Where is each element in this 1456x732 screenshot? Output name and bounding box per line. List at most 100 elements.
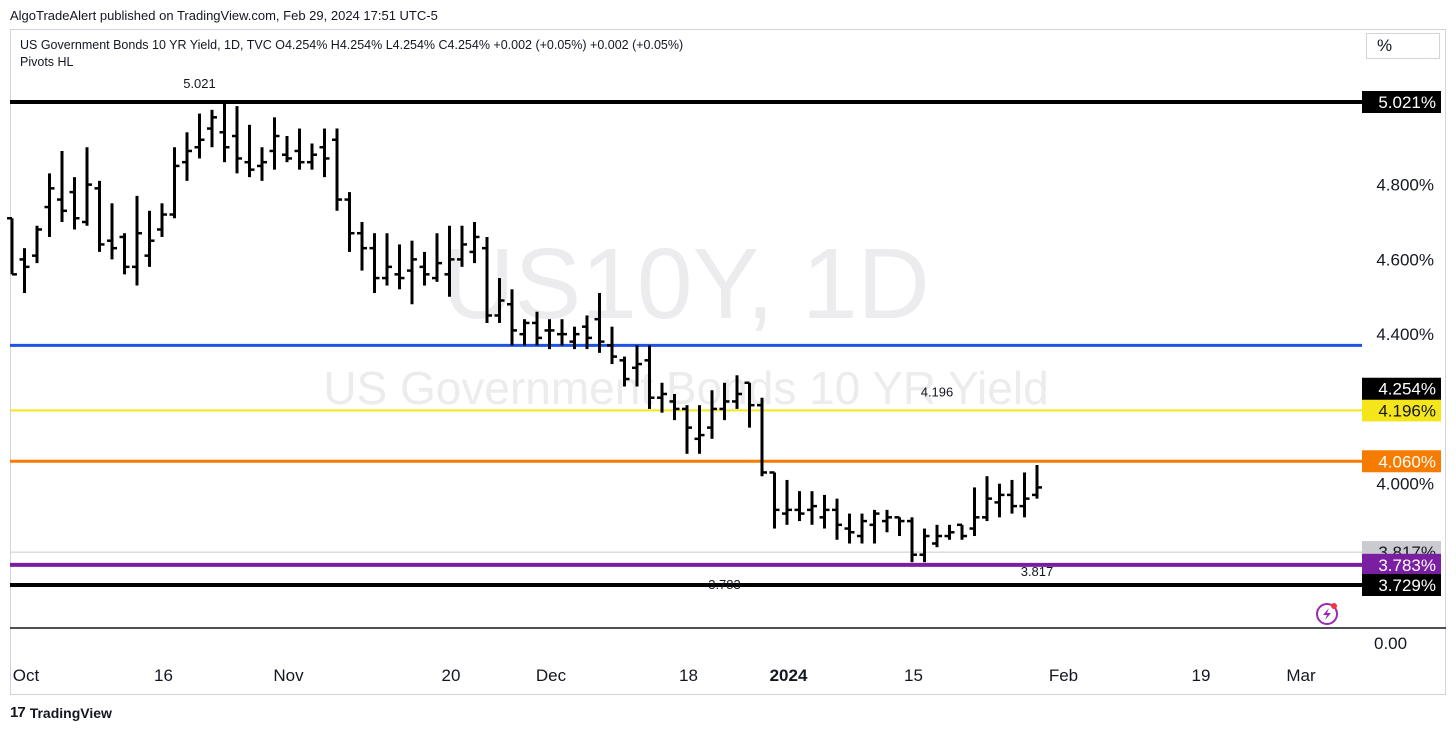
ohlc-bar	[794, 491, 805, 522]
y-tick-label: 4.400%	[1376, 325, 1434, 344]
ohlc-bar	[907, 517, 917, 563]
y-tick-label: 4.000%	[1376, 475, 1434, 494]
ohlc-bar	[94, 180, 105, 252]
ohlc-bar	[882, 509, 892, 533]
level-tag-box	[1362, 450, 1441, 473]
ohlc-bar	[869, 509, 880, 544]
x-tick-label: Dec	[536, 666, 567, 685]
level-tag-box	[1362, 399, 1441, 422]
x-tick-label: 19	[1192, 666, 1211, 685]
ohlc-bar	[144, 210, 155, 267]
ohlc-bar	[732, 375, 742, 409]
ohlc-bar	[257, 147, 267, 181]
ohlc-bar	[619, 356, 630, 387]
ohlc-bar	[482, 236, 492, 323]
ohlc-bar	[119, 233, 130, 275]
percent-scale-button[interactable]: %	[1366, 33, 1440, 59]
last-price-tag-box	[1362, 377, 1441, 400]
ohlc-bar	[132, 195, 142, 286]
x-tick-label: Feb	[1049, 666, 1078, 685]
ohlc-bar	[807, 491, 817, 525]
x-tick-label: Oct	[13, 666, 40, 685]
watermark-symbol: US10Y, 1D	[442, 228, 929, 340]
x-tick-label: 15	[904, 666, 923, 685]
ohlc-bar	[919, 528, 930, 563]
ohlc-bar	[969, 487, 980, 537]
x-tick-label: Nov	[273, 666, 304, 685]
ohlc-bar	[694, 405, 705, 454]
ohlc-bar	[194, 113, 205, 159]
level-lines	[10, 100, 1362, 587]
pivot-labels: 5.021 4.196 3.783 3.817	[183, 76, 1053, 592]
ohlc-bar	[282, 136, 292, 163]
ohlc-bar	[669, 393, 680, 421]
level-tag-label: 4.060%	[1378, 452, 1436, 471]
level-tag-label: 4.196%	[1378, 401, 1436, 420]
ohlc-bar	[19, 248, 30, 294]
ohlc-bar	[744, 381, 755, 428]
ohlc-bar	[82, 147, 92, 226]
ohlc-bar	[57, 150, 67, 223]
ohlc-bar	[369, 233, 380, 294]
chart-logo-icon[interactable]	[1316, 603, 1338, 625]
ohlc-bar	[432, 233, 442, 282]
ohlc-bar	[1007, 479, 1017, 514]
ohlc-bar	[507, 289, 517, 346]
chart-frame	[10, 29, 1446, 695]
y-tick-label: 4.800%	[1376, 176, 1434, 195]
ohlc-bar	[857, 513, 867, 544]
pivot-label: 3.817	[1021, 564, 1054, 579]
x-tick-label: 20	[442, 666, 461, 685]
ohlc-bar	[994, 483, 1005, 518]
ohlc-bar	[32, 225, 42, 264]
ohlc-bar	[182, 132, 192, 181]
ohlc-bar	[944, 524, 955, 540]
ohlc-bar	[232, 106, 242, 174]
ohlc-bar	[207, 109, 217, 148]
ohlc-bar	[269, 117, 280, 170]
footer-brand: 17 TradingView	[10, 704, 112, 721]
ohlc-bar	[519, 319, 530, 346]
ohlc-bar	[382, 233, 392, 286]
ohlc-bar	[844, 513, 855, 544]
ohlc-bar	[707, 390, 717, 439]
level-tag-label: 5.021%	[1378, 93, 1436, 112]
level-tag-box	[1362, 553, 1441, 576]
ohlc-bar	[782, 479, 792, 525]
ohlc-bar	[157, 203, 167, 237]
x-tick-label: Mar	[1286, 666, 1316, 685]
y-tick-label: 0.00	[1374, 634, 1407, 653]
ohlc-bar	[932, 524, 942, 548]
last-price-tag-label: 4.254%	[1378, 380, 1436, 399]
level-tag-label: 3.729%	[1378, 576, 1436, 595]
pivot-label: 4.196	[921, 384, 954, 399]
published-header: AlgoTradeAlert published on TradingView.…	[10, 8, 438, 23]
x-tick-label: 2024	[770, 666, 808, 685]
ohlc-bar	[894, 516, 905, 537]
ohlc-bar	[44, 173, 55, 237]
ohlc-bar	[757, 397, 767, 477]
ohlc-bar	[682, 405, 692, 454]
ohlc-bar	[569, 326, 580, 350]
time-axis: Oct 16 Nov 20 Dec 18 2024 15 Feb 19 Mar	[13, 666, 1316, 685]
legend-symbol-line: US Government Bonds 10 YR Yield, 1D, TVC…	[20, 38, 684, 52]
ohlc-bar	[169, 147, 180, 219]
ohlc-bar	[594, 293, 605, 353]
ohlc-bar	[394, 244, 405, 290]
ohlc-bar	[607, 326, 617, 365]
ohlc-bar	[407, 240, 417, 305]
ohlc-bar	[832, 498, 842, 540]
ohlc-bar	[1032, 464, 1042, 499]
ohlc-bar	[544, 319, 555, 350]
ohlc-bar	[457, 225, 467, 267]
pivot-label: 5.021	[183, 76, 216, 91]
x-tick-label: 18	[679, 666, 698, 685]
ohlc-bar	[307, 143, 317, 170]
ohlc-bar	[557, 319, 567, 346]
ohlc-bar	[957, 523, 967, 540]
legend-indicator-line: Pivots HL	[20, 55, 74, 69]
tradingview-logo-icon: 17	[10, 704, 26, 721]
ohlc-bar	[332, 128, 342, 211]
pivot-label: 3.783	[708, 577, 741, 592]
